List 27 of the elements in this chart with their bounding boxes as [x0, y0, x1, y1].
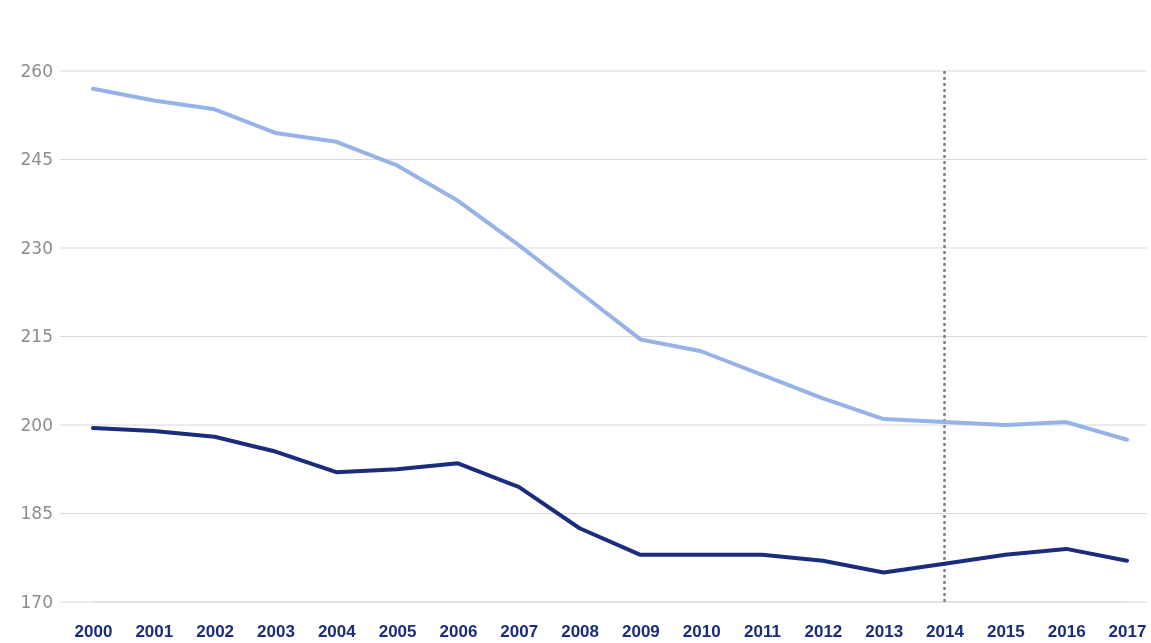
- x-tick-label: 2001: [135, 622, 174, 642]
- y-tick-label: 230: [20, 237, 53, 258]
- y-tick-label: 200: [20, 414, 53, 435]
- x-tick-label: 2000: [74, 622, 113, 642]
- x-tick-label: 2017: [1108, 622, 1147, 642]
- x-tick-label: 2007: [500, 622, 539, 642]
- y-tick-label: 170: [20, 591, 53, 612]
- x-tick-label: 2008: [561, 622, 599, 642]
- y-tick-label: 245: [20, 149, 53, 170]
- x-tick-label: 2002: [196, 622, 235, 642]
- x-tick-label: 2011: [744, 622, 781, 642]
- x-tick-label: 2016: [1047, 622, 1086, 642]
- line-series: [91, 425, 1129, 575]
- y-tick-label: 185: [20, 503, 53, 524]
- y-tick-label: 260: [20, 60, 53, 81]
- x-tick-label: 2013: [865, 622, 904, 642]
- x-tick-label: 2006: [439, 622, 478, 642]
- y-tick-label: 215: [20, 326, 53, 347]
- x-tick-label: 2014: [926, 622, 965, 642]
- line-series: [91, 86, 1129, 442]
- x-tick-label: 2009: [622, 622, 660, 642]
- x-tick-label: 2005: [378, 622, 417, 642]
- x-tick-label: 2012: [804, 622, 843, 642]
- x-tick-label: 2004: [317, 622, 357, 642]
- x-tick-label: 2003: [257, 622, 295, 642]
- x-tick-label: 2015: [986, 622, 1025, 642]
- x-tick-label: 2010: [682, 622, 721, 642]
